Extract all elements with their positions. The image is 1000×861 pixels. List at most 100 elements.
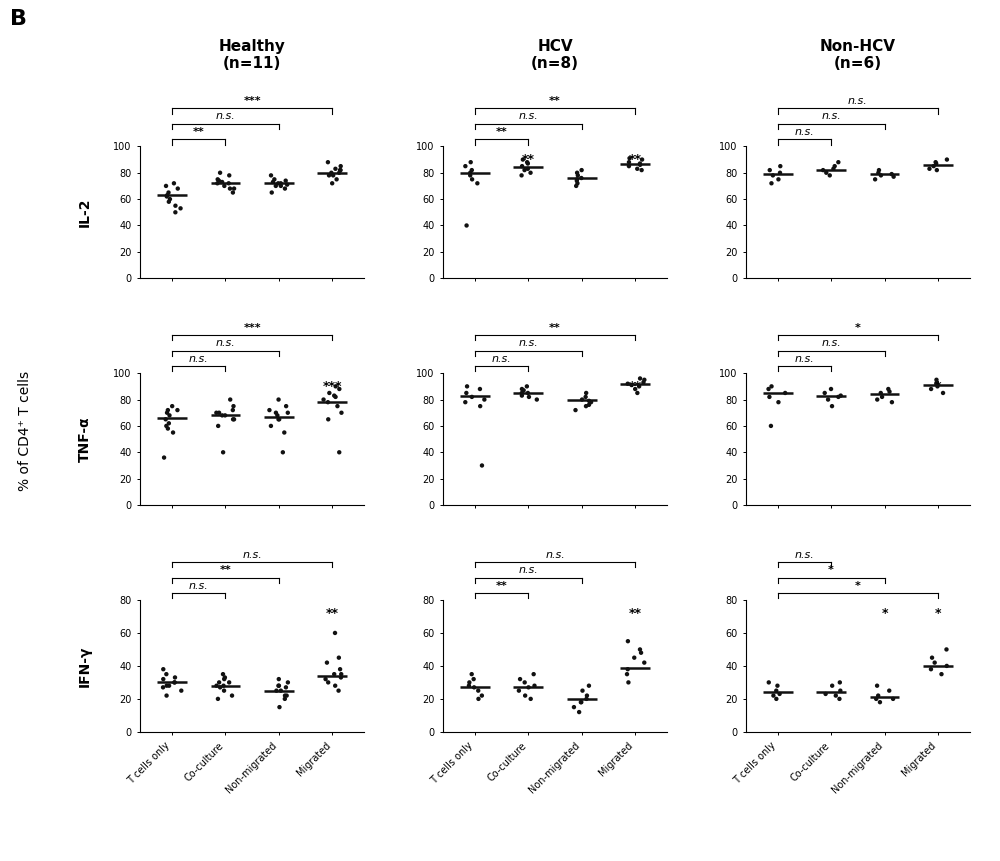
Point [275, 445, 291, 459]
Point [329, 172, 345, 186]
Point [225, 186, 241, 200]
Point [216, 684, 232, 697]
Point [215, 667, 231, 681]
Point [870, 166, 886, 180]
Point [881, 684, 897, 697]
Point [271, 700, 287, 714]
Point [166, 177, 182, 190]
Point [924, 651, 940, 665]
Point [271, 393, 287, 406]
Point [173, 684, 189, 697]
Text: Healthy
(n=11): Healthy (n=11) [219, 39, 286, 71]
Point [873, 386, 889, 400]
Point [263, 419, 279, 433]
Text: n.s.: n.s. [216, 111, 235, 121]
Text: *: * [935, 380, 941, 393]
Point [574, 684, 590, 697]
Point [165, 425, 181, 439]
Point [569, 172, 585, 186]
Point [474, 689, 490, 703]
Point [884, 395, 900, 409]
Point [222, 393, 238, 406]
Point [636, 656, 652, 670]
Point [520, 157, 536, 170]
Text: ***: *** [243, 96, 261, 106]
Point [772, 159, 788, 173]
Point [928, 155, 944, 169]
Point [765, 169, 781, 183]
Point [761, 382, 777, 396]
Point [328, 390, 344, 404]
Point [276, 425, 292, 439]
Point [225, 400, 241, 413]
Point [167, 676, 183, 690]
Text: n.s.: n.s. [795, 354, 814, 363]
Point [280, 406, 296, 419]
Point [578, 386, 594, 400]
Point [325, 169, 341, 183]
Text: n.s.: n.s. [795, 127, 814, 137]
Point [824, 400, 840, 413]
Point [162, 192, 178, 206]
Point [211, 406, 227, 419]
Point [332, 662, 348, 676]
Point [458, 386, 474, 400]
Point [820, 393, 836, 406]
Point [512, 672, 528, 686]
Point [569, 177, 585, 190]
Point [569, 174, 585, 188]
Point [211, 174, 227, 188]
Point [268, 406, 284, 419]
Point [578, 390, 594, 404]
Text: **: ** [629, 607, 642, 620]
Text: n.s.: n.s. [189, 354, 209, 363]
Point [568, 403, 584, 417]
Text: *: * [855, 323, 861, 332]
Point [517, 689, 533, 703]
Text: TNF-α: TNF-α [78, 417, 92, 461]
Point [929, 164, 945, 177]
Point [621, 159, 637, 173]
Point [933, 667, 949, 681]
Point [772, 166, 788, 180]
Point [568, 179, 584, 193]
Text: IL-2: IL-2 [78, 197, 92, 227]
Point [159, 678, 175, 692]
Point [318, 672, 334, 686]
Point [461, 678, 477, 692]
Text: **: ** [549, 323, 561, 332]
Point [278, 400, 294, 413]
Point [320, 676, 336, 690]
Point [323, 166, 339, 180]
Point [768, 684, 784, 697]
Point [923, 662, 939, 676]
Point [511, 684, 527, 697]
Point [520, 162, 536, 176]
Point [326, 667, 342, 681]
Point [583, 395, 599, 409]
Point [923, 382, 939, 396]
Point [629, 162, 645, 176]
Point [464, 667, 480, 681]
Point [266, 172, 282, 186]
Text: n.s.: n.s. [242, 549, 262, 560]
Point [926, 159, 942, 173]
Point [825, 162, 841, 176]
Point [271, 678, 287, 692]
Point [212, 680, 228, 694]
Point [520, 386, 536, 400]
Point [331, 166, 347, 180]
Point [225, 412, 241, 426]
Point [209, 678, 225, 692]
Point [632, 642, 648, 656]
Point [574, 164, 590, 177]
Point [886, 170, 902, 183]
Point [226, 182, 242, 195]
Text: n.s.: n.s. [518, 565, 538, 575]
Point [166, 676, 182, 690]
Point [870, 689, 886, 703]
Point [155, 680, 171, 694]
Point [514, 159, 530, 173]
Point [333, 406, 349, 419]
Point [939, 659, 955, 672]
